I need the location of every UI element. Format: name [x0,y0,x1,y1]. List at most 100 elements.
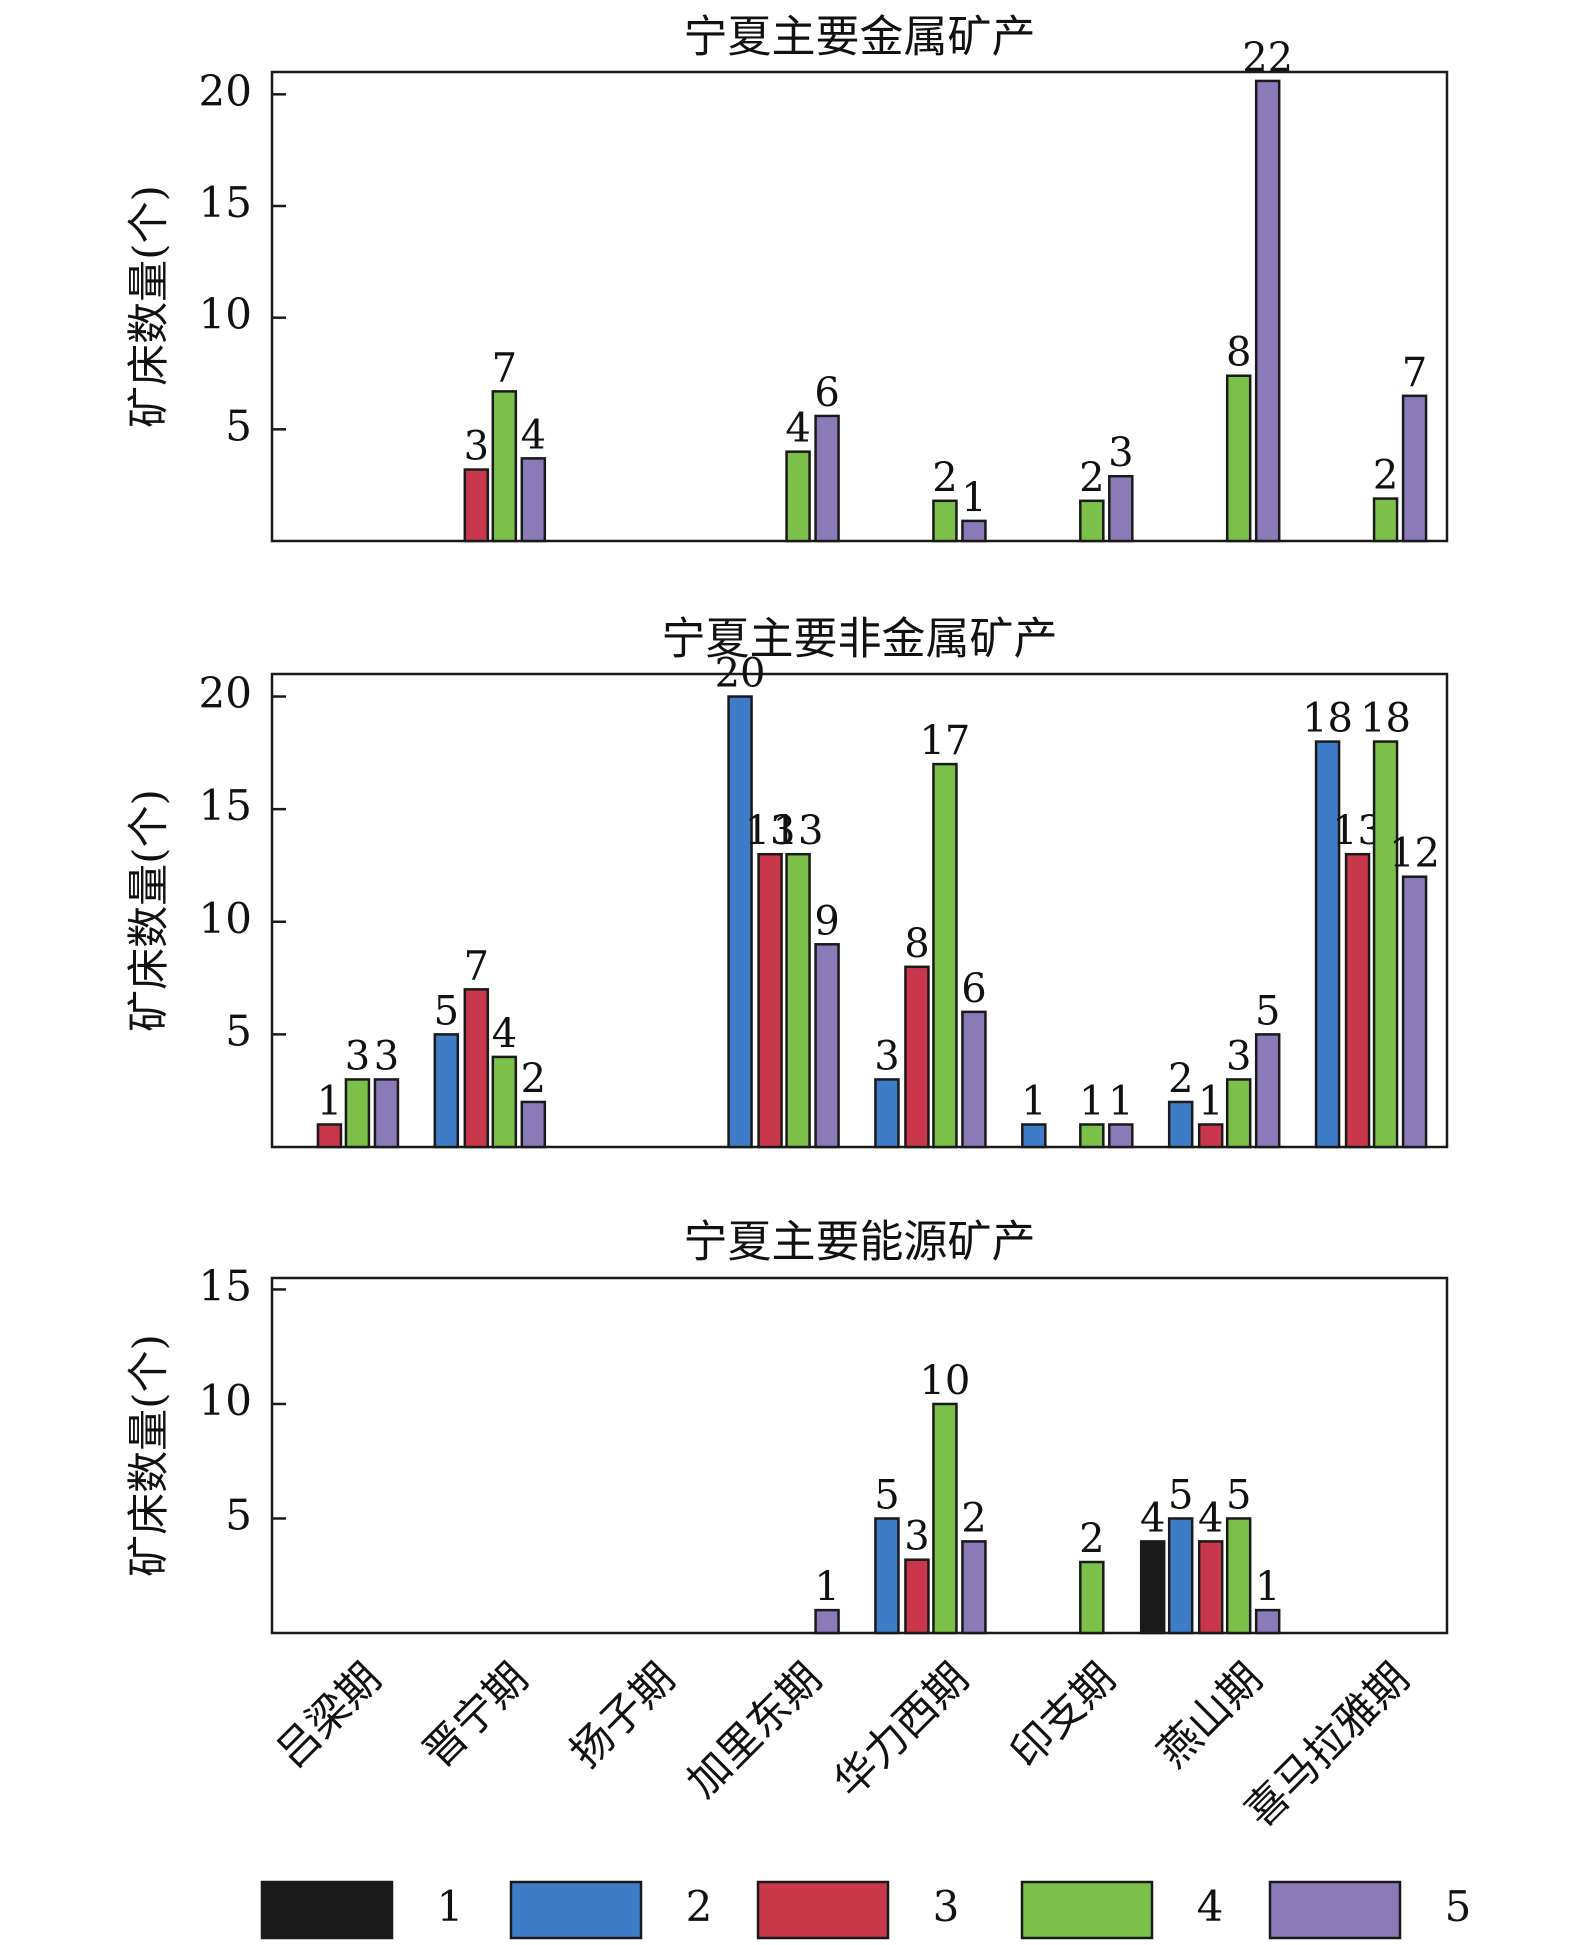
legend-label: 3 [933,1882,960,1931]
data-label: 22 [1242,35,1293,81]
bar-series-4-6 [1079,1560,1105,1635]
y-tick-label: 20 [199,66,252,115]
data-label: 5 [1168,1472,1193,1518]
bar-series-2-5 [874,1517,900,1635]
data-label: 1 [1108,1078,1133,1124]
y-tick-label: 5 [225,401,252,450]
bar-series-5-7 [1254,1608,1281,1635]
data-label: 5 [874,1472,899,1518]
y-tick-label: 20 [199,669,252,718]
legend-label: 4 [1197,1882,1224,1931]
data-label: 7 [1402,350,1427,396]
y-tick-label: 10 [199,290,252,339]
y-tick-label: 5 [225,1490,252,1539]
data-label: 3 [464,424,489,470]
bar-series-2-7 [1167,1100,1194,1149]
data-label: 1 [961,475,986,521]
data-label: 17 [919,718,970,764]
bar-series-4-4 [785,852,811,1149]
y-tick-label: 15 [199,781,252,830]
bar-series-4-7 [1225,374,1252,543]
data-label: 20 [715,651,766,697]
data-label: 3 [345,1033,370,1079]
bar-series-5-7 [1254,79,1281,543]
data-label: 4 [1140,1495,1165,1541]
bar-series-3-2 [463,988,490,1149]
plot-frame [270,70,1449,543]
bar-series-4-1 [344,1078,371,1149]
data-label: 4 [1198,1495,1223,1541]
data-label: 7 [464,943,489,989]
bar-series-5-4 [814,943,840,1149]
data-label: 5 [1255,988,1280,1034]
bar-series-4-4 [785,450,811,543]
bar-series-5-5 [961,1010,987,1149]
bar-series-5-4 [814,414,840,543]
data-label: 3 [904,1514,929,1560]
data-label: 5 [434,988,459,1034]
data-label: 12 [1389,831,1440,877]
data-label: 10 [919,1358,970,1404]
legend-swatch-5 [1268,1880,1402,1940]
y-tick-label: 15 [199,1261,252,1310]
x-tick-label: 燕山期 [1148,1653,1272,1777]
bar-series-4-5 [932,499,958,543]
plot-frame [270,1276,1449,1635]
x-tick-label: 吕梁期 [267,1653,391,1777]
bar-series-5-7 [1254,1033,1281,1149]
data-label: 18 [1360,696,1411,742]
data-label: 1 [1198,1078,1223,1124]
data-label: 9 [814,898,839,944]
data-label: 13 [745,808,796,854]
legend-label: 2 [686,1882,713,1931]
data-label: 6 [814,370,839,416]
bar-series-5-5 [961,519,987,543]
legend-swatch-4 [1020,1880,1154,1940]
bar-series-4-7 [1225,1078,1252,1149]
bar-series-2-2 [433,1033,460,1149]
x-tick-label: 华力西期 [824,1653,977,1806]
bar-series-5-2 [520,1100,547,1149]
bar-series-4-7 [1225,1517,1252,1635]
chart-title: 宁夏主要金属矿产 [684,12,1036,63]
data-label: 2 [1079,455,1104,501]
bar-series-3-7 [1197,1540,1224,1635]
bar-series-5-5 [961,1540,987,1635]
y-tick-label: 15 [199,178,252,227]
bar-series-4-8 [1372,497,1399,543]
bar-series-2-5 [874,1078,900,1149]
bar-series-4-6 [1079,499,1105,543]
data-label: 18 [1302,696,1353,742]
data-label: 2 [932,455,957,501]
bar-series-5-4 [814,1608,840,1635]
bar-series-4-5 [932,1402,958,1635]
bar-series-4-2 [491,390,518,543]
data-label: 4 [521,412,546,458]
data-label: 13 [773,808,824,854]
data-label: 4 [785,406,810,452]
data-label: 3 [374,1033,399,1079]
data-label: 2 [1168,1056,1193,1102]
legend-label: 5 [1445,1882,1472,1931]
chart-title: 宁夏主要非金属矿产 [662,614,1058,665]
bar-series-3-5 [904,965,930,1149]
bar-series-2-4 [727,695,753,1149]
bar-series-5-1 [373,1078,400,1149]
data-label: 2 [1373,453,1398,499]
data-label: 4 [492,1011,517,1057]
y-axis-title: 矿床数量(个) [124,1334,173,1577]
data-label: 1 [1021,1078,1046,1124]
data-label: 3 [1226,1033,1251,1079]
data-label: 2 [1079,1516,1104,1562]
x-tick-label: 扬子期 [560,1653,684,1777]
data-label: 1 [1079,1078,1104,1124]
y-tick-label: 10 [199,894,252,943]
x-tick-label: 印支期 [1001,1653,1125,1777]
data-label: 2 [961,1495,986,1541]
bar-series-5-8 [1401,394,1428,543]
bar-series-4-6 [1079,1123,1105,1149]
legend-swatch-3 [756,1880,890,1940]
chart-title: 宁夏主要能源矿产 [684,1217,1036,1268]
bar-series-5-6 [1108,1123,1134,1149]
data-label: 6 [961,966,986,1012]
